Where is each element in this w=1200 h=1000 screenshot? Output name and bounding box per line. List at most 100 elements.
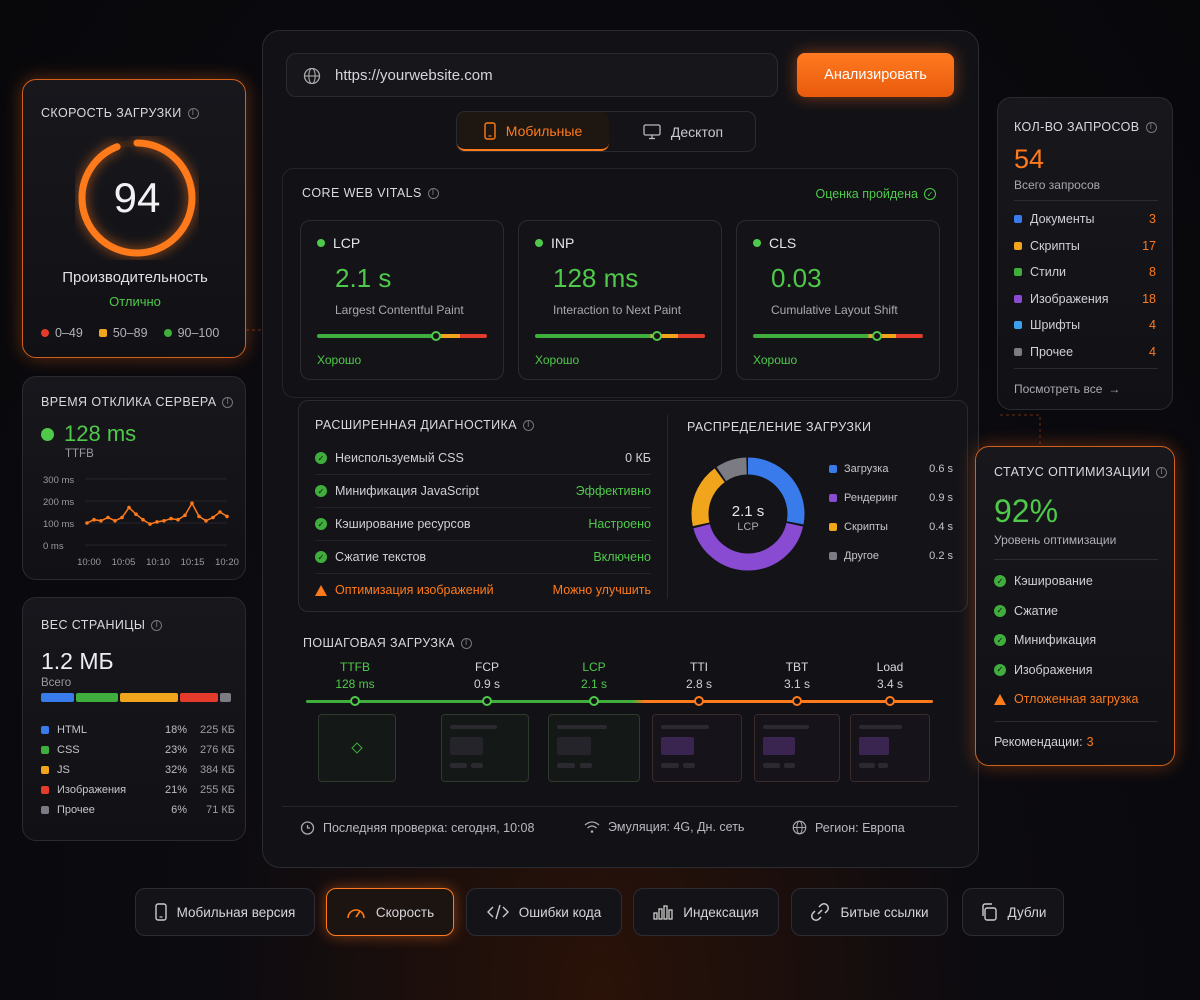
milestone[interactable]: TBT 3.1 s: [762, 660, 832, 691]
speedometer-icon: [347, 909, 365, 919]
donut-slice[interactable]: [691, 457, 805, 571]
timeline-marker[interactable]: [350, 696, 360, 706]
legend-label: 50–89: [112, 326, 148, 340]
milestone-name: TTI: [690, 660, 708, 674]
optimization-item[interactable]: ✓ Изображения: [994, 663, 1093, 677]
legend-dot-green: [163, 329, 172, 337]
ttfb-point: [211, 515, 215, 520]
info-icon[interactable]: i: [1145, 121, 1157, 133]
nav-indexing[interactable]: Индексация: [633, 888, 779, 936]
vital-value: 0.03: [771, 263, 822, 293]
info-icon[interactable]: i: [222, 396, 234, 408]
donut-slice[interactable]: [691, 457, 805, 571]
nav-broken-links[interactable]: Битые ссылки: [791, 888, 948, 936]
milestone[interactable]: TTI 2.8 s: [664, 660, 734, 691]
legend-label: 0–49: [55, 326, 83, 340]
request-count: 17: [1142, 238, 1156, 253]
divider: [1014, 368, 1158, 369]
request-row[interactable]: Стили 8: [1014, 265, 1156, 279]
analyze-button[interactable]: Анализировать: [797, 53, 954, 97]
filmstrip-frame[interactable]: [754, 714, 840, 782]
request-count: 3: [1149, 212, 1156, 226]
nav-code-errors[interactable]: Ошибки кода: [466, 888, 622, 936]
score-value: 94: [113, 174, 161, 221]
score-rating: Отлично: [109, 294, 161, 309]
diagnostic-label: Оптимизация изображений: [335, 583, 494, 597]
info-icon[interactable]: i: [522, 419, 534, 431]
vital-card-cls[interactable]: CLS 0.03 Cumulative Layout Shift Хорошо: [736, 220, 940, 380]
vital-card-lcp[interactable]: LCP 2.1 s Largest Contentful Paint Хорош…: [300, 220, 504, 380]
request-label: Стили: [1030, 265, 1067, 279]
ttfb-point: [225, 514, 229, 519]
timeline-marker[interactable]: [482, 696, 492, 706]
nav-label: Битые ссылки: [840, 904, 929, 920]
milestone-name: TTFB: [340, 660, 370, 674]
check-icon: ✓: [994, 575, 1006, 587]
check-icon: ✓: [315, 551, 327, 563]
donut-center-value: 2.1 s: [731, 503, 765, 520]
info-icon[interactable]: i: [151, 619, 163, 631]
clock-icon: [300, 821, 315, 835]
info-icon[interactable]: i: [427, 187, 439, 199]
milestone[interactable]: Load 3.4 s: [855, 660, 925, 691]
filmstrip-frame[interactable]: [850, 714, 930, 782]
ttfb-point: [190, 501, 194, 505]
check-icon: ✓: [315, 518, 327, 530]
timeline-marker[interactable]: [694, 696, 704, 706]
request-row[interactable]: Скрипты 17: [1014, 239, 1156, 253]
optimization-item[interactable]: ✓ Минификация: [994, 633, 1096, 647]
legend-value: 0.6 s: [929, 463, 953, 475]
view-all-link[interactable]: Посмотреть все →: [1014, 382, 1120, 396]
optimization-sub: Уровень оптимизации: [994, 533, 1117, 547]
donut-slice[interactable]: [691, 457, 805, 571]
timeline-marker[interactable]: [885, 696, 895, 706]
nav-mobile-version[interactable]: Мобильная версия: [135, 888, 315, 936]
tab-desktop[interactable]: Десктоп: [612, 112, 754, 151]
vital-value: 128 ms: [553, 263, 639, 293]
optimization-item[interactable]: Отложенная загрузка: [994, 692, 1138, 706]
diagnostic-row[interactable]: ✓ Кэширование ресурсов Настроено: [315, 514, 651, 541]
milestone[interactable]: FCP 0.9 s: [452, 660, 522, 691]
legend-label: 90–100: [177, 326, 220, 340]
diagnostic-row[interactable]: ✓ Минификация JavaScript Эффективно: [315, 481, 651, 508]
vital-desc: Largest Contentful Paint: [335, 303, 464, 317]
request-row[interactable]: Изображения 18: [1014, 292, 1156, 306]
diagnostic-row[interactable]: ✓ Неиспользуемый CSS 0 КБ: [315, 448, 651, 475]
recommendations[interactable]: Рекомендации: 3: [994, 735, 1094, 749]
optimization-item[interactable]: ✓ Кэширование: [994, 574, 1093, 588]
info-icon[interactable]: i: [187, 107, 199, 119]
ttfb-point: [176, 517, 180, 522]
last-check: Последняя проверка: сегодня, 10:08: [300, 820, 534, 835]
request-row[interactable]: Шрифты 4: [1014, 318, 1156, 332]
vital-card-inp[interactable]: INP 128 ms Interaction to Next Paint Хор…: [518, 220, 722, 380]
filmstrip-frame[interactable]: [548, 714, 640, 782]
optimization-item[interactable]: ✓ Сжатие: [994, 604, 1058, 618]
optimization-label: Кэширование: [1014, 574, 1093, 588]
milestone[interactable]: LCP 2.1 s: [559, 660, 629, 691]
info-icon[interactable]: i: [1156, 466, 1168, 478]
diagnostic-row[interactable]: ✓ Сжатие текстов Включено: [315, 547, 651, 574]
nav-duplicates[interactable]: Дубли: [962, 888, 1064, 936]
filmstrip-frame[interactable]: [441, 714, 529, 782]
cwv-status-text: Оценка пройдена: [815, 187, 918, 201]
nav-speed[interactable]: Скорость: [326, 888, 454, 936]
milestone[interactable]: TTFB 128 ms: [320, 660, 390, 691]
diagnostic-row[interactable]: Оптимизация изображений Можно улучшить: [315, 580, 651, 600]
legend-dot-orange: [98, 329, 107, 337]
legend-value: 0.9 s: [929, 492, 953, 504]
url-input[interactable]: https://yourwebsite.com: [335, 67, 493, 84]
weight-percent: 6%: [171, 804, 187, 816]
request-row[interactable]: Документы 3: [1014, 212, 1156, 226]
region: Регион: Европа: [792, 820, 905, 835]
request-row[interactable]: Прочее 4: [1014, 345, 1156, 359]
filmstrip-frame[interactable]: [652, 714, 742, 782]
tab-mobile[interactable]: Мобильные: [457, 112, 609, 151]
request-swatch: [1014, 321, 1022, 329]
diagnostic-value: Можно улучшить: [552, 583, 651, 597]
timeline-marker[interactable]: [792, 696, 802, 706]
info-icon[interactable]: i: [460, 637, 472, 649]
timeline-marker[interactable]: [589, 696, 599, 706]
diagnostic-value: 0 КБ: [625, 451, 651, 465]
filmstrip-frame[interactable]: [318, 714, 396, 782]
url-bar[interactable]: https://yourwebsite.com: [286, 53, 778, 97]
